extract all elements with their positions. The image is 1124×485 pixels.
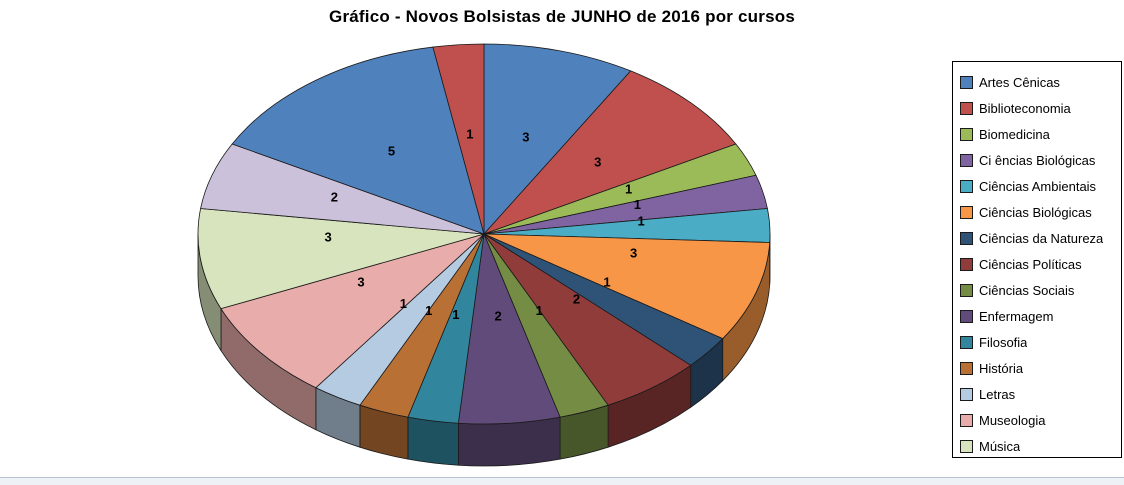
window-bottom-edge [0, 477, 1124, 485]
legend-label: Ciências da Natureza [979, 230, 1104, 246]
slice-value-label-7: 1 [603, 274, 610, 289]
legend-color-swatch [960, 101, 973, 115]
slice-value-label-1: 3 [522, 130, 529, 145]
legend-label: Letras [979, 386, 1016, 402]
legend-item: Ciências Sociais [960, 277, 1117, 303]
legend-label: Ciências Políticas [979, 256, 1082, 272]
legend-color-swatch [960, 153, 973, 167]
legend-label: Artes Cênicas [979, 74, 1060, 90]
slice-value-label-6: 3 [630, 246, 637, 261]
pie-slice-18 [432, 43, 485, 235]
legend-color-swatch [960, 387, 973, 401]
legend-label: Filosofia [979, 334, 1028, 350]
legend-label: Ciências Biológicas [979, 204, 1092, 220]
pie-slice-6 [483, 233, 771, 340]
legend-label: Enfermagem [979, 308, 1054, 324]
legend-item: Ciências Ambientais [960, 173, 1117, 199]
pie-slice-14 [220, 233, 485, 389]
legend-label: Ci ências Biológicas [979, 152, 1096, 168]
legend-label: Música [979, 438, 1021, 454]
legend-color-swatch [960, 361, 973, 375]
chart-title: Gráfico - Novos Bolsistas de JUNHO de 20… [329, 7, 795, 26]
legend-item: Biomedicina [960, 121, 1117, 147]
legend-color-swatch [960, 309, 973, 323]
slice-value-label-9: 1 [536, 303, 543, 318]
pie-slice-2 [483, 70, 737, 235]
slice-value-label-5: 1 [638, 213, 645, 228]
legend-item: Enfermagem [960, 303, 1117, 329]
slice-value-label-14: 3 [357, 274, 364, 289]
slice-value-label-11: 1 [452, 307, 459, 322]
legend-label: Ciências Ambientais [979, 178, 1097, 194]
legend-color-swatch [960, 283, 973, 297]
legend-label: História [979, 360, 1024, 376]
legend-label: Museologia [979, 412, 1046, 428]
legend-item: Ciências da Natureza [960, 225, 1117, 251]
legend-item: Ci ências Biológicas [960, 147, 1117, 173]
slice-value-label-18: 1 [466, 127, 473, 142]
legend-item: Música [960, 433, 1117, 459]
legend-item: História [960, 355, 1117, 381]
legend-item: Museologia [960, 407, 1117, 433]
legend-color-swatch [960, 413, 973, 427]
slice-value-label-16: 2 [331, 189, 338, 204]
legend: Artes Cênicas Biblioteconomia Biomedicina C… [952, 61, 1122, 458]
legend-items: Artes Cênicas Biblioteconomia Biomedicina C… [960, 69, 1117, 459]
legend-item: Biblioteconomia [960, 95, 1117, 121]
pie-slice-17 [231, 46, 485, 235]
legend-item: Artes Cênicas [960, 69, 1117, 95]
legend-color-swatch [960, 179, 973, 193]
legend-color-swatch [960, 75, 973, 89]
legend-item: Letras [960, 381, 1117, 407]
legend-color-swatch [960, 127, 973, 141]
slice-value-label-17: 5 [388, 144, 395, 159]
slice-value-label-13: 1 [400, 296, 407, 311]
slice-value-label-10: 2 [494, 308, 501, 323]
pie-slice-1 [483, 43, 632, 235]
pie-slice-side-10 [457, 416, 561, 467]
slice-value-label-3: 1 [625, 182, 632, 197]
legend-color-swatch [960, 335, 973, 349]
legend-color-swatch [960, 231, 973, 245]
slice-value-label-2: 3 [594, 154, 601, 169]
legend-color-swatch [960, 439, 973, 453]
legend-label: Biblioteconomia [979, 100, 1071, 116]
legend-color-swatch [960, 205, 973, 219]
slice-value-label-15: 3 [325, 230, 332, 245]
slice-value-label-12: 1 [425, 303, 432, 318]
legend-label: Ciências Sociais [979, 282, 1075, 298]
legend-item: Filosofia [960, 329, 1117, 355]
legend-item: Ciências Biológicas [960, 199, 1117, 225]
slice-value-label-4: 1 [634, 197, 641, 212]
legend-item: Ciências Políticas [960, 251, 1117, 277]
legend-color-swatch [960, 257, 973, 271]
pie-slice-side-11 [407, 416, 459, 466]
slice-value-label-8: 2 [573, 291, 580, 306]
pie-slice-15 [197, 208, 485, 310]
legend-label: Biomedicina [979, 126, 1050, 142]
